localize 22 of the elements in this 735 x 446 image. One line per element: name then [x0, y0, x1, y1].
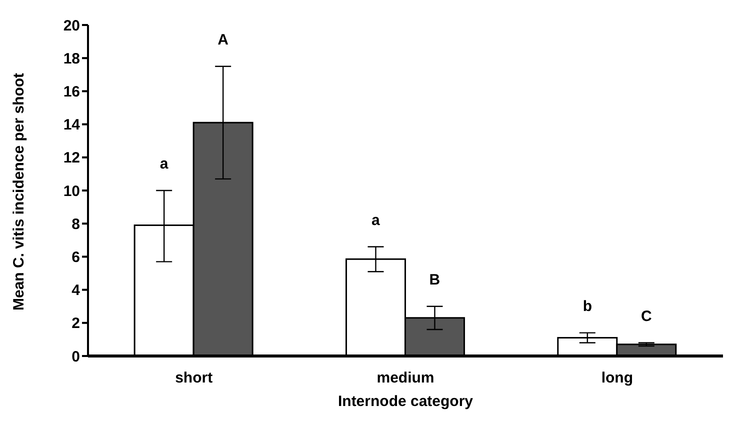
- y-tick-label: 18: [63, 50, 80, 68]
- x-axis-title: Internode category: [338, 393, 474, 410]
- y-tick-label: 16: [63, 84, 80, 101]
- annotation: C: [640, 308, 652, 325]
- y-tick-label: 6: [72, 249, 80, 266]
- y-tick-label: 8: [72, 216, 80, 233]
- annotation: B: [429, 271, 440, 288]
- annotation: a: [160, 156, 169, 172]
- y-tick-label: 4: [72, 282, 81, 300]
- annotation: A: [218, 31, 229, 48]
- y-tick-label: 12: [63, 150, 80, 167]
- y-axis-title: Mean C. vitis incidence per shoot: [10, 72, 28, 310]
- x-tick-label: medium: [376, 370, 434, 387]
- y-tick-label: 20: [63, 17, 80, 34]
- y-tick-label: 2: [72, 315, 80, 332]
- x-tick-label: long: [601, 370, 633, 387]
- y-tick-label: 0: [72, 348, 80, 366]
- y-tick-label: 14: [63, 116, 81, 134]
- y-tick-label: 10: [63, 182, 80, 200]
- x-tick-label: short: [175, 370, 213, 387]
- annotation: a: [372, 212, 381, 229]
- annotation: b: [582, 298, 592, 315]
